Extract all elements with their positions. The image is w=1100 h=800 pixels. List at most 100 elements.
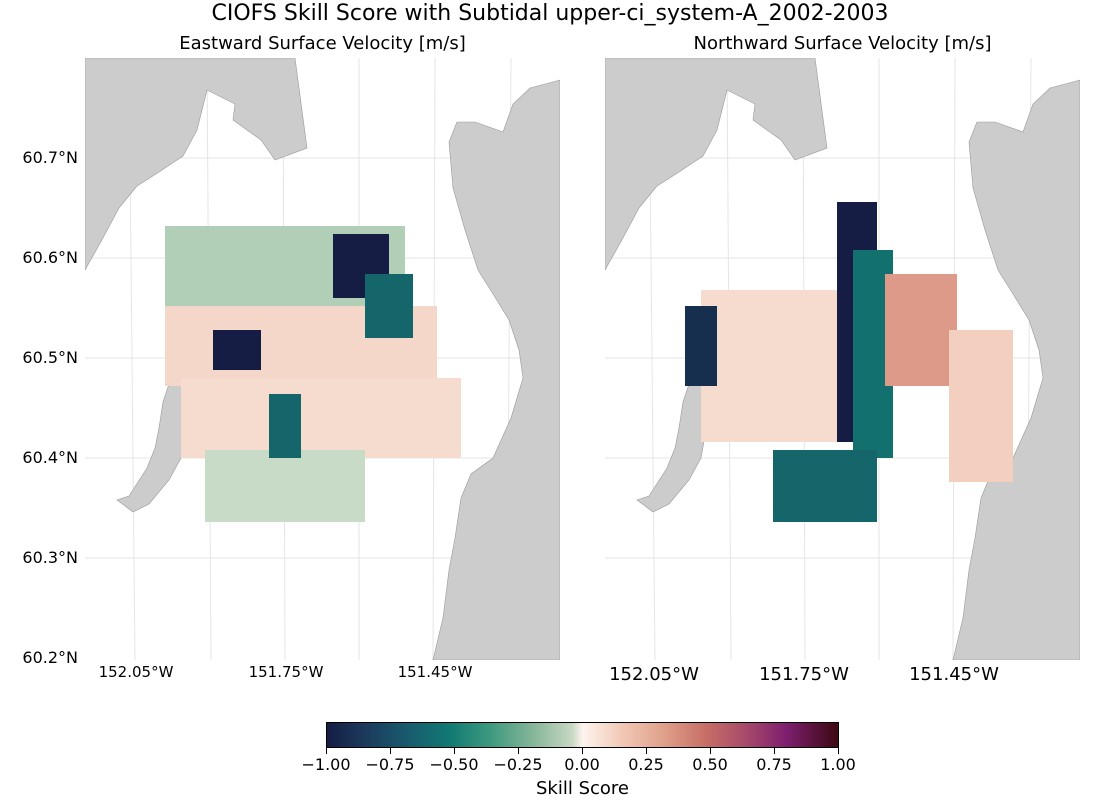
skill-cell <box>381 306 389 314</box>
skill-cell <box>845 418 853 426</box>
skill-cell <box>877 274 885 282</box>
skill-cell <box>229 498 237 506</box>
skill-cell <box>413 338 421 346</box>
skill-cell <box>285 226 293 234</box>
skill-cell <box>973 474 981 482</box>
skill-cell <box>789 490 797 498</box>
skill-cell <box>949 338 957 346</box>
skill-cell <box>405 370 413 378</box>
skill-cell <box>789 394 797 402</box>
skill-cell <box>261 482 269 490</box>
x-tick-label: 151.45°W <box>909 664 999 685</box>
skill-cell <box>925 354 933 362</box>
skill-cell <box>197 354 205 362</box>
skill-cell <box>269 298 277 306</box>
skill-cell <box>869 250 877 258</box>
skill-cell <box>373 290 381 298</box>
skill-cell <box>293 346 301 354</box>
skill-cell <box>397 386 405 394</box>
skill-cell <box>845 466 853 474</box>
skill-cell <box>765 378 773 386</box>
skill-cell <box>365 266 373 274</box>
skill-cell <box>325 362 333 370</box>
skill-cell <box>253 322 261 330</box>
skill-cell <box>237 458 245 466</box>
skill-cell <box>701 314 709 322</box>
skill-cell <box>237 242 245 250</box>
skill-cell <box>861 338 869 346</box>
skill-cell <box>381 354 389 362</box>
skill-cell <box>821 290 829 298</box>
skill-cell <box>789 346 797 354</box>
skill-cell <box>997 362 1005 370</box>
skill-cell <box>829 402 837 410</box>
skill-cell <box>165 282 173 290</box>
skill-cell <box>245 338 253 346</box>
skill-cell <box>453 394 461 402</box>
skill-cell <box>237 506 245 514</box>
skill-cell <box>181 234 189 242</box>
skill-cell <box>997 466 1005 474</box>
skill-cell <box>781 474 789 482</box>
skill-cell <box>261 466 269 474</box>
skill-cell <box>949 346 957 354</box>
skill-cell <box>277 466 285 474</box>
skill-cell <box>861 354 869 362</box>
skill-cell <box>285 402 293 410</box>
skill-cell <box>789 498 797 506</box>
skill-cell <box>733 362 741 370</box>
skill-cell <box>293 322 301 330</box>
skill-cell <box>877 410 885 418</box>
skill-cell <box>421 314 429 322</box>
skill-cell <box>437 378 445 386</box>
skill-cell <box>717 418 725 426</box>
skill-cell <box>229 386 237 394</box>
skill-cell <box>197 442 205 450</box>
skill-cell <box>741 402 749 410</box>
skill-cell <box>333 282 341 290</box>
skill-cell <box>229 330 237 338</box>
skill-cell <box>357 506 365 514</box>
skill-cell <box>269 418 277 426</box>
skill-cell <box>341 418 349 426</box>
skill-cell <box>853 482 861 490</box>
skill-cell <box>421 370 429 378</box>
skill-cell <box>813 314 821 322</box>
skill-cell <box>797 474 805 482</box>
skill-cell <box>741 314 749 322</box>
skill-cell <box>797 314 805 322</box>
skill-cell <box>357 434 365 442</box>
skill-cell <box>957 474 965 482</box>
colorbar-tick-label: −0.75 <box>365 755 415 774</box>
skill-cell <box>717 306 725 314</box>
skill-cell <box>325 242 333 250</box>
skill-cell <box>309 426 317 434</box>
skill-cell <box>309 314 317 322</box>
skill-cell <box>749 370 757 378</box>
skill-cell <box>221 426 229 434</box>
skill-cell <box>445 378 453 386</box>
skill-cell <box>917 290 925 298</box>
skill-cell <box>189 234 197 242</box>
skill-cell <box>701 434 709 442</box>
skill-cell <box>917 322 925 330</box>
skill-cell <box>877 450 885 458</box>
skill-cell <box>989 434 997 442</box>
skill-cell <box>877 322 885 330</box>
skill-cell <box>405 274 413 282</box>
skill-cell <box>821 466 829 474</box>
skill-cell <box>365 418 373 426</box>
skill-cell <box>821 370 829 378</box>
skill-cell <box>325 426 333 434</box>
skill-cell <box>221 234 229 242</box>
skill-cell <box>805 330 813 338</box>
skill-cell <box>805 378 813 386</box>
skill-cell <box>253 234 261 242</box>
skill-cell <box>405 338 413 346</box>
skill-cell <box>981 330 989 338</box>
skill-cell <box>221 410 229 418</box>
skill-cell <box>261 338 269 346</box>
skill-cell <box>189 242 197 250</box>
skill-cell <box>213 330 221 338</box>
skill-cell <box>221 266 229 274</box>
